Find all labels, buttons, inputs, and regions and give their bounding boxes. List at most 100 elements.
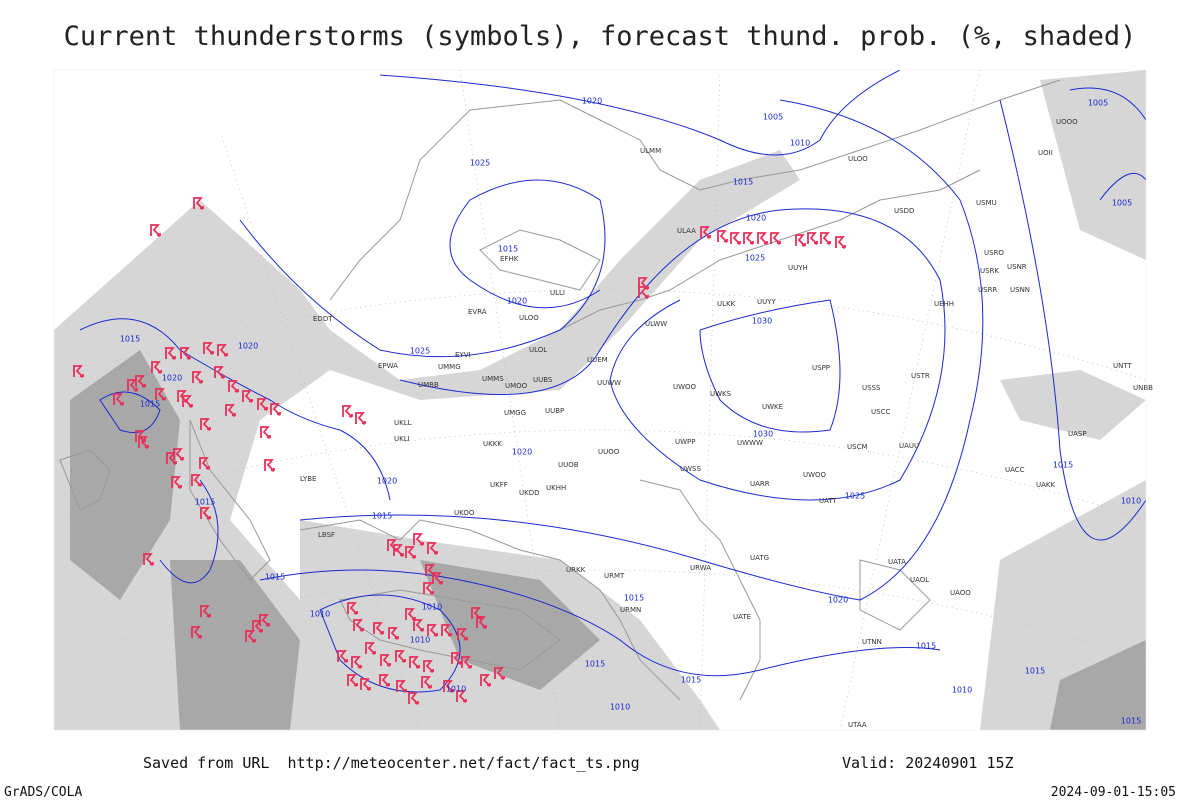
isobar-label: 1015 (1025, 667, 1045, 676)
isobar-label: 1005 (1088, 99, 1108, 108)
thunderstorm-symbol (171, 476, 182, 489)
isobar-label: 1015 (1121, 717, 1141, 726)
station-label: USMU (976, 199, 997, 207)
valid-time: Valid: 20240901 15Z (842, 754, 1014, 772)
thunderstorm-symbol (191, 626, 202, 639)
thunderstorm-symbol (214, 366, 225, 379)
station-label: UUBP (545, 407, 564, 415)
thunderstorm-symbol (73, 365, 84, 378)
station-label: URWA (690, 564, 711, 572)
thunderstorm-symbol (480, 674, 491, 687)
isobar-label: 1010 (422, 603, 442, 612)
map-area (54, 70, 1146, 730)
isobar-label: 1015 (624, 594, 644, 603)
station-label: USNN (1010, 286, 1030, 294)
thunderstorm-symbol (180, 347, 191, 360)
thunderstorm-symbol (413, 619, 424, 632)
station-label: UOII (1038, 149, 1053, 157)
thunderstorm-symbol (700, 226, 711, 239)
station-label: UWKE (762, 403, 783, 411)
thunderstorm-symbol (342, 405, 353, 418)
station-label: UUEM (587, 356, 608, 364)
thunderstorm-symbol (413, 533, 424, 546)
thunderstorm-symbol (743, 232, 754, 245)
thunderstorm-symbol (200, 418, 211, 431)
isobar-label: 1015 (120, 335, 140, 344)
station-label: UAKK (1036, 481, 1056, 489)
thunderstorm-symbol (360, 678, 371, 691)
map-title: Current thunderstorms (symbols), forecas… (64, 21, 1137, 52)
thunderstorm-symbol (113, 393, 124, 406)
station-label: UWOO (673, 383, 697, 391)
station-label: UWSS (680, 465, 701, 473)
thunderstorm-symbol (165, 347, 176, 360)
thunderstorm-symbol (138, 436, 149, 449)
station-label: EVRA (468, 308, 487, 316)
isobar-label: 1010 (610, 703, 630, 712)
thunderstorm-symbol (393, 544, 404, 557)
isobar-label: 1020 (828, 596, 848, 605)
isobar-label: 1005 (1112, 199, 1132, 208)
station-label: ULOO (519, 314, 539, 322)
station-label: UKKK (483, 440, 502, 448)
isobar-label: 1010 (952, 686, 972, 695)
thunderstorm-symbol (270, 403, 281, 416)
thunderstorm-symbol (347, 602, 358, 615)
station-label: UNBB (1133, 384, 1153, 392)
station-label: ULMM (640, 147, 661, 155)
station-label: UUOO (598, 448, 620, 456)
station-label: LYBE (300, 475, 316, 483)
station-label: URMN (620, 606, 641, 614)
thunderstorm-symbol (443, 680, 454, 693)
isobar-label: 1015 (498, 245, 518, 254)
isobar-label: 1015 (733, 178, 753, 187)
source-url: Saved from URL http://meteocenter.net/fa… (143, 754, 640, 772)
isobar-label: 1020 (582, 97, 602, 106)
station-label: UUYH (788, 264, 808, 272)
thunderstorm-symbol (730, 232, 741, 245)
thunderstorm-symbol (432, 572, 443, 585)
thunderstorm-symbol (199, 457, 210, 470)
station-label: UACC (1005, 466, 1025, 474)
station-label: UUBS (533, 376, 553, 384)
thunderstorm-symbol (388, 627, 399, 640)
thunderstorm-symbol (820, 232, 831, 245)
thunderstorm-symbol (351, 656, 362, 669)
station-label: ULKK (717, 300, 736, 308)
station-label: UUYY (757, 298, 777, 306)
station-label: UAOO (950, 589, 971, 597)
station-label: UKOO (454, 509, 475, 517)
thunderstorm-symbol (193, 197, 204, 210)
thunderstorm-symbol (143, 553, 154, 566)
thunderstorm-symbol (423, 660, 434, 673)
thunderstorm-symbol (423, 582, 434, 595)
thunderstorm-symbol (717, 230, 728, 243)
isobar-label: 1005 (763, 113, 783, 122)
station-label: UKLL (394, 419, 412, 427)
station-label: UUWW (597, 379, 621, 387)
station-label: USSS (862, 384, 881, 392)
station-label: UWOO (803, 471, 827, 479)
station-label: USPP (812, 364, 830, 372)
station-label: ULLI (550, 289, 565, 297)
station-label: UOOO (1056, 118, 1078, 126)
station-label: ULAA (677, 227, 696, 235)
station-label: UUOB (558, 461, 579, 469)
station-label: USRK (980, 267, 999, 275)
station-label: UAOL (910, 576, 929, 584)
isobar-label: 1015 (195, 498, 215, 507)
thunderstorm-symbol (151, 361, 162, 374)
thunderstorm-symbol (260, 426, 271, 439)
isobar-label: 1025 (845, 492, 865, 501)
station-label: ULWW (645, 320, 667, 328)
thunderstorm-symbol (807, 232, 818, 245)
station-label: UNTT (1113, 362, 1133, 370)
thunderstorm-symbol (795, 234, 806, 247)
isobar-label: 1010 (1121, 497, 1141, 506)
thunderstorm-symbol (770, 232, 781, 245)
isobar-label: 1010 (410, 636, 430, 645)
isobar-label: 1025 (410, 347, 430, 356)
thunderstorm-symbol (191, 474, 202, 487)
station-label: ULOO (848, 155, 868, 163)
station-label: ULOL (529, 346, 547, 354)
